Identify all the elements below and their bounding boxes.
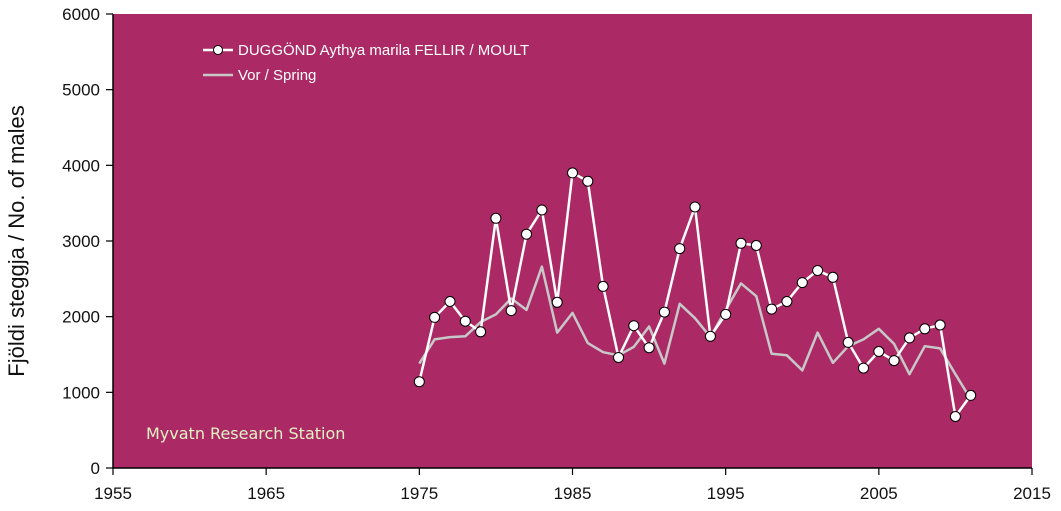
data-point-moult [858, 362, 869, 374]
data-point-moult [689, 201, 701, 213]
x-tick-label: 2005 [860, 484, 898, 503]
data-point-moult [842, 336, 854, 348]
data-point-moult [490, 212, 502, 224]
data-point-moult [658, 306, 670, 318]
y-tick-label: 3000 [62, 232, 100, 251]
y-tick-label: 1000 [62, 383, 100, 402]
x-tick-label: 1995 [707, 484, 745, 503]
x-tick-label: 1955 [94, 484, 132, 503]
y-tick-label: 6000 [62, 5, 100, 24]
data-point-moult [904, 332, 915, 344]
y-tick-label: 0 [91, 459, 100, 478]
data-point-moult [766, 303, 778, 315]
y-tick-label: 5000 [62, 81, 100, 100]
data-point-moult [919, 323, 931, 335]
station-annotation: Myvatn Research Station [146, 424, 345, 443]
legend-marker-moult [213, 45, 223, 55]
series-line-spring [418, 265, 972, 400]
data-point-moult [827, 271, 839, 283]
data-point-moult [781, 296, 793, 307]
data-point-moult [413, 376, 425, 388]
x-tick-label: 1965 [247, 484, 285, 503]
data-point-moult [750, 240, 762, 251]
x-tick-label: 1985 [554, 484, 592, 503]
data-point-moult [567, 167, 578, 179]
data-point-moult [965, 389, 977, 401]
data-point-moult [582, 175, 594, 187]
data-point-moult [475, 326, 487, 338]
data-point-moult [643, 342, 655, 354]
y-axis-tick-labels: 0 1000 2000 3000 4000 5000 6000 [62, 5, 100, 478]
x-tick-label: 2015 [1013, 484, 1051, 503]
data-point-moult [735, 237, 747, 249]
data-point-moult [597, 280, 609, 292]
data-point-moult [873, 346, 885, 357]
data-point-moult [536, 204, 548, 216]
data-point-moult [949, 411, 961, 422]
data-point-moult [888, 355, 900, 367]
data-point-moult [812, 265, 824, 276]
x-axis-tick-labels: 1955 1965 1975 1985 1995 2005 2015 [94, 484, 1051, 503]
series-layer [413, 167, 977, 422]
y-tick-label: 4000 [62, 156, 100, 175]
data-point-moult [459, 315, 471, 327]
data-point-moult [720, 308, 732, 320]
data-point-moult [444, 296, 456, 307]
data-point-moult [628, 320, 640, 332]
data-point-moult [551, 296, 563, 308]
legend-label-spring: Vor / Spring [238, 67, 316, 84]
legend: DUGGÖND Aythya marila FELLIR / MOULT Vor… [203, 41, 529, 84]
data-point-moult [674, 243, 686, 255]
data-point-moult [613, 352, 624, 363]
data-point-moult [521, 228, 532, 240]
y-axis-ticks [106, 13, 113, 469]
data-point-moult [505, 305, 517, 317]
plot-area [113, 14, 1032, 468]
y-axis-title: Fjöldi steggja / No. of males [4, 105, 29, 376]
data-point-moult [704, 330, 716, 342]
x-tick-label: 1975 [400, 484, 438, 503]
y-tick-label: 2000 [62, 308, 100, 327]
legend-label-moult: DUGGÖND Aythya marila FELLIR / MOULT [238, 41, 529, 59]
data-point-moult [796, 277, 808, 289]
data-point-moult [429, 311, 441, 323]
data-point-moult [934, 319, 946, 331]
x-axis-ticks [112, 468, 1033, 475]
